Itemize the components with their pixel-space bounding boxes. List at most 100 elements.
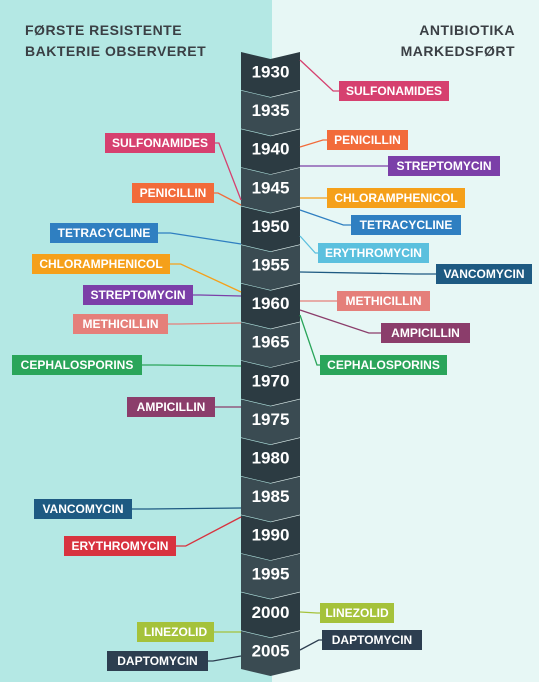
label-text: ERYTHROMYCIN (325, 246, 422, 260)
label-box (318, 243, 429, 263)
left-panel (0, 0, 272, 682)
connector (299, 611, 320, 614)
connector (214, 192, 242, 206)
label-box (381, 323, 470, 343)
label-text: PENICILLIN (334, 133, 401, 147)
year-label: 1965 (252, 333, 290, 352)
year-segment (241, 438, 300, 483)
label-box (64, 536, 176, 556)
year-label: 1950 (252, 217, 290, 236)
label-text: AMPICILLIN (137, 400, 206, 414)
year-label: 1970 (252, 371, 290, 390)
label-text: ERYTHROMYCIN (72, 539, 169, 553)
year-segment (241, 245, 300, 290)
year-segment (241, 129, 300, 175)
label-text: METHICILLIN (83, 317, 159, 331)
label-text: SULFONAMIDES (346, 84, 442, 98)
connector (215, 142, 242, 201)
year-label: 1935 (252, 101, 290, 120)
connector (193, 294, 242, 297)
year-segment (241, 167, 300, 213)
year-segment (241, 399, 300, 445)
label-box (351, 215, 461, 235)
label-box (388, 156, 500, 176)
label-box (83, 285, 193, 305)
year-segment (241, 553, 300, 599)
year-label: 1995 (252, 564, 290, 583)
label-text: CEPHALOSPORINS (21, 358, 134, 372)
label-box (320, 603, 394, 623)
connector (299, 209, 351, 226)
connector (176, 516, 242, 547)
year-segment (241, 476, 300, 522)
label-box (339, 81, 449, 101)
connector (299, 314, 320, 366)
year-segment (241, 90, 300, 136)
year-label: 1975 (252, 410, 290, 429)
connector (170, 263, 242, 293)
label-text: PENICILLIN (140, 186, 207, 200)
year-segment (241, 52, 300, 97)
year-label: 1945 (252, 178, 290, 197)
year-segment (241, 322, 300, 368)
year-segment (241, 631, 300, 676)
year-label: 1955 (252, 255, 290, 274)
label-text: STREPTOMYCIN (90, 288, 185, 302)
connector (299, 235, 318, 254)
year-label: 1985 (252, 487, 290, 506)
label-box (132, 183, 214, 203)
label-box (12, 355, 142, 375)
label-text: DAPTOMYCIN (117, 654, 197, 668)
label-box (127, 397, 215, 417)
label-box (105, 133, 215, 153)
label-text: LINEZOLID (325, 606, 389, 620)
label-box (107, 651, 208, 671)
right-header: MARKEDSFØRT (401, 43, 515, 59)
label-box (327, 188, 465, 208)
label-text: CHLORAMPHENICOL (334, 191, 457, 205)
label-box (436, 264, 532, 284)
year-segment (241, 592, 300, 638)
label-box (73, 314, 168, 334)
label-box (137, 622, 214, 642)
label-text: TETRACYCLINE (360, 218, 453, 232)
connector (168, 322, 242, 325)
year-label: 1930 (252, 62, 290, 81)
label-box (34, 499, 132, 519)
label-box (322, 630, 422, 650)
year-label: 1980 (252, 448, 290, 467)
label-text: CEPHALOSPORINS (327, 358, 440, 372)
label-text: LINEZOLID (144, 625, 208, 639)
year-label: 2005 (252, 641, 290, 660)
right-header: ANTIBIOTIKA (419, 22, 515, 38)
label-text: VANCOMYCIN (443, 267, 524, 281)
connector (158, 232, 242, 245)
connector (299, 139, 327, 148)
year-label: 1940 (252, 140, 290, 159)
label-text: CHLORAMPHENICOL (39, 257, 162, 271)
year-segment (241, 515, 300, 561)
label-text: AMPICILLIN (391, 326, 460, 340)
label-text: VANCOMYCIN (42, 502, 123, 516)
year-label: 1990 (252, 526, 290, 545)
connector (299, 271, 436, 275)
label-box (327, 130, 408, 150)
label-text: METHICILLIN (346, 294, 422, 308)
label-box (320, 355, 447, 375)
connector (299, 59, 339, 92)
year-label: 1960 (252, 294, 290, 313)
connector (132, 507, 242, 510)
label-text: TETRACYCLINE (58, 226, 151, 240)
label-text: STREPTOMYCIN (396, 159, 491, 173)
left-header: BAKTERIE OBSERVERET (25, 43, 206, 59)
year-segment (241, 206, 300, 252)
label-box (32, 254, 170, 274)
label-text: DAPTOMYCIN (332, 633, 412, 647)
connector (208, 655, 242, 662)
year-segment (241, 360, 300, 406)
label-box (337, 291, 430, 311)
year-label: 2000 (252, 603, 290, 622)
label-text: SULFONAMIDES (112, 136, 208, 150)
connector (299, 639, 322, 651)
